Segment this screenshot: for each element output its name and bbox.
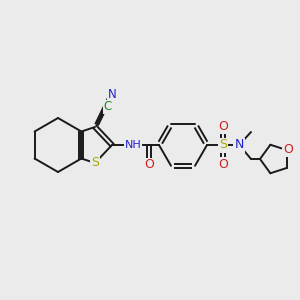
Text: O: O [218,119,228,133]
Text: O: O [218,158,228,170]
Text: N: N [234,139,244,152]
Text: S: S [219,139,227,152]
Text: O: O [144,158,154,172]
Text: O: O [283,143,293,156]
Text: S: S [91,157,99,169]
Text: NH: NH [124,140,141,150]
Text: N: N [108,88,116,100]
Text: C: C [104,100,112,113]
